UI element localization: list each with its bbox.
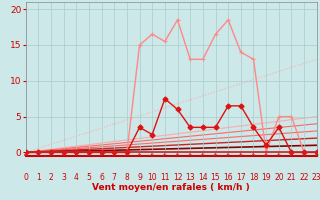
X-axis label: Vent moyen/en rafales ( km/h ): Vent moyen/en rafales ( km/h ) [92, 183, 250, 192]
